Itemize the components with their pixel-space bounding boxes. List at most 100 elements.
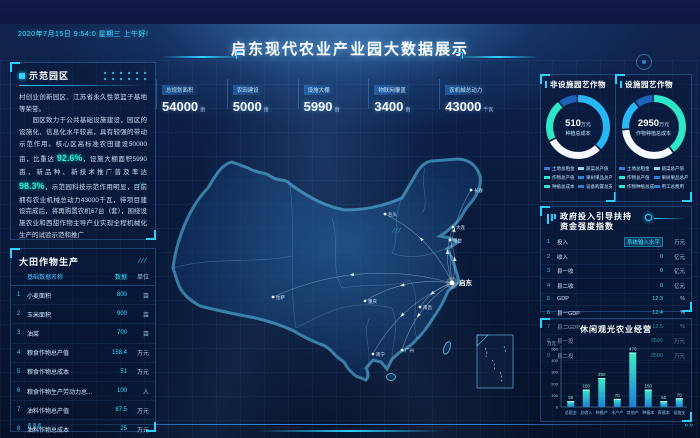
y-tick-label: 100	[551, 393, 558, 398]
stat-unit: 亩	[263, 107, 269, 113]
arrowhead-icon	[430, 290, 435, 295]
stat-box: 物联网覆盖 3400 亩	[368, 79, 439, 114]
bar[interactable]	[675, 398, 683, 407]
donut-segment[interactable]	[621, 95, 686, 159]
bar[interactable]	[644, 389, 652, 407]
highlight-value: 98.3%	[19, 181, 45, 192]
arrowhead-icon	[400, 312, 405, 317]
donut-right-value: 2950	[637, 117, 660, 129]
stat-box: 总规划面积 54000 亩	[156, 79, 227, 114]
x-tick-label: 水产产	[611, 409, 623, 415]
legend-item[interactable]: 设备购置总支出	[578, 184, 612, 190]
city-marker[interactable]	[469, 188, 473, 192]
x-tick-label: 设施支	[673, 409, 685, 415]
stat-box: 农机械总动力 43000 千瓦	[439, 79, 510, 114]
stat-box: 设施大棚 5990 亩	[297, 79, 369, 114]
legend-item[interactable]: 果树果品总产值	[578, 175, 612, 181]
city-marker[interactable]	[448, 238, 452, 242]
field-table-body: 1 小麦面积 800 亩 2 玉米面积 900 亩 3 油菜 700 亩 4 粮…	[11, 286, 155, 438]
col-unit: 单位	[136, 275, 149, 281]
legend-item[interactable]: 蔬菜总产值	[578, 166, 612, 172]
bar[interactable]	[613, 398, 621, 407]
title-bracket-right	[456, 52, 463, 59]
donut-right-title: 设施园艺作物	[625, 80, 673, 89]
gov-panel-title-line2: 资金强度指数	[560, 222, 614, 231]
city-marker[interactable]	[371, 352, 375, 356]
bars-icon	[547, 214, 556, 224]
overview-paragraph: 园区致力于公共基础设施建设，园区的设施化、信息化水平较高，具有较强的带动示范作用…	[19, 117, 147, 239]
donut-right-legend: 土地总租金 蔬菜总产值 作物总产值 果树果品总产值 作物种植总成本 用工总费用	[616, 162, 691, 193]
page-title: 启东现代农业产业园大数据展示	[230, 41, 469, 58]
table-row: 1 投入 系统输入水平 万元	[541, 234, 691, 251]
arrowhead-icon	[453, 256, 457, 262]
overview-panel-title: 示范园区	[29, 71, 70, 81]
bar-value-label: 50	[661, 395, 667, 400]
donut-segment[interactable]	[546, 95, 610, 159]
arrowhead-icon	[419, 237, 424, 242]
legend-swatch-icon	[578, 167, 584, 170]
city-marker-highlight[interactable]	[449, 280, 455, 286]
legend-swatch-icon	[544, 167, 550, 170]
legend-item[interactable]: 土地总租金	[619, 166, 654, 172]
donut-panel-left: 非设施园艺作物 510万元 种植总成本 土地总租金 蔬菜总产值 作物总产值 果树…	[540, 74, 616, 202]
flight-arc	[384, 213, 453, 284]
donut-left-legend: 土地总租金 蔬菜总产值 作物总产值 果树果品总产值 种植总成本 设备购置总支出	[541, 162, 615, 193]
table-row: 8 县一投 3500 万元	[541, 335, 691, 349]
donut-left-unit: 万元	[580, 121, 591, 128]
donut-segment[interactable]	[546, 95, 610, 159]
bar[interactable]	[598, 378, 606, 407]
donut-left-value: 510	[565, 117, 581, 129]
gov-table-body: 1 投入 系统输入水平 万元 2 收入 0 亿元 3 县一收 0 亿元 4 县二…	[541, 234, 691, 364]
city-label: 包头	[388, 211, 397, 218]
south-china-sea-inset	[476, 334, 514, 389]
city-marker[interactable]	[383, 212, 387, 216]
city-marker[interactable]	[363, 299, 367, 303]
table-row: 3 县一收 0 亿元	[541, 265, 691, 280]
x-tick-label: 其他产	[627, 409, 639, 415]
flight-arcs	[272, 189, 472, 355]
city-marker[interactable]	[400, 348, 404, 352]
overview-paragraph: 村创业创新园区、江苏省永久性菜篮子基地等荣誉。	[19, 94, 147, 113]
legend-swatch-icon	[578, 185, 584, 188]
legend-item[interactable]: 种植总成本	[544, 184, 578, 190]
legend-item[interactable]: 土地总租金	[544, 166, 578, 172]
flight-arc	[401, 282, 453, 351]
legend-item[interactable]: 作物总产值	[619, 175, 654, 181]
stat-unit: 亩	[334, 107, 340, 113]
col-value: 数据	[114, 275, 127, 281]
x-tick-label: 总租金	[565, 409, 577, 415]
x-tick-label: 总收入	[580, 409, 592, 415]
legend-item[interactable]: 作物种植总成本	[619, 184, 654, 190]
donut-right-caption: 作物种植总成本	[635, 130, 671, 137]
arrowhead-icon	[400, 283, 405, 287]
city-marker[interactable]	[451, 225, 455, 229]
bar[interactable]	[582, 389, 590, 407]
donut-segment[interactable]	[546, 95, 610, 159]
city-marker[interactable]	[418, 305, 422, 309]
x-tick-label: 种植产	[596, 409, 608, 415]
legend-item[interactable]: 蔬菜总产值	[653, 166, 689, 172]
title-bracket-left	[236, 52, 243, 59]
donut-segment[interactable]	[621, 95, 686, 159]
col-name: 基础数据名称	[27, 275, 64, 281]
legend-item[interactable]: 果树果品总产值	[653, 175, 688, 181]
highlight-value: 92.6%	[56, 153, 83, 164]
city-marker[interactable]	[271, 295, 275, 299]
legend-item[interactable]: 作物总产值	[544, 175, 578, 181]
top-bar	[0, 0, 700, 24]
stats-row: 总规划面积 54000 亩 农田建设 5000 亩 设施大棚 5990 亩 物联网覆盖…	[156, 79, 510, 114]
bar[interactable]	[567, 401, 575, 407]
tick-icon	[545, 81, 547, 88]
bar[interactable]	[629, 352, 637, 407]
bar[interactable]	[660, 401, 668, 407]
stat-unit: 亩	[200, 107, 206, 113]
stat-unit: 千瓦	[483, 107, 494, 113]
stat-value: 54000 亩	[162, 99, 206, 114]
legend-item[interactable]: 用工总费用	[653, 184, 689, 190]
radar-dot-decoration	[645, 214, 685, 224]
table-row: 7 县二GDP 12.5 %	[541, 320, 691, 335]
donut-segment[interactable]	[621, 95, 686, 159]
city-markers: 长春 包头 大连 烟台 启东 拉萨 重庆 南昌 南宁 广州	[271, 187, 483, 357]
city-label: 长春	[474, 187, 483, 194]
